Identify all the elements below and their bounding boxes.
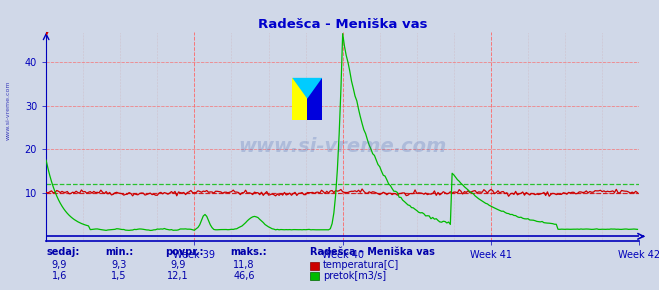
Text: 11,8: 11,8	[233, 260, 254, 270]
Text: 1,5: 1,5	[111, 271, 127, 281]
Bar	[307, 78, 322, 119]
Text: 12,1: 12,1	[167, 271, 188, 281]
Text: temperatura[C]: temperatura[C]	[323, 260, 399, 270]
Text: www.si-vreme.com: www.si-vreme.com	[239, 137, 447, 156]
Text: 1,6: 1,6	[51, 271, 67, 281]
Title: Radešca - Meniška vas: Radešca - Meniška vas	[258, 18, 428, 31]
Text: min.:: min.:	[105, 247, 134, 257]
Text: maks.:: maks.:	[231, 247, 268, 257]
Polygon shape	[293, 78, 322, 99]
Text: povpr.:: povpr.:	[165, 247, 203, 257]
Bar	[293, 78, 307, 119]
Text: 9,9: 9,9	[51, 260, 67, 270]
Text: 46,6: 46,6	[233, 271, 254, 281]
Text: 9,3: 9,3	[111, 260, 127, 270]
Text: 9,9: 9,9	[170, 260, 186, 270]
Text: pretok[m3/s]: pretok[m3/s]	[323, 271, 386, 281]
Text: www.si-vreme.com: www.si-vreme.com	[5, 80, 11, 140]
Text: Radešca – Meniška vas: Radešca – Meniška vas	[310, 247, 434, 257]
Text: sedaj:: sedaj:	[46, 247, 80, 257]
